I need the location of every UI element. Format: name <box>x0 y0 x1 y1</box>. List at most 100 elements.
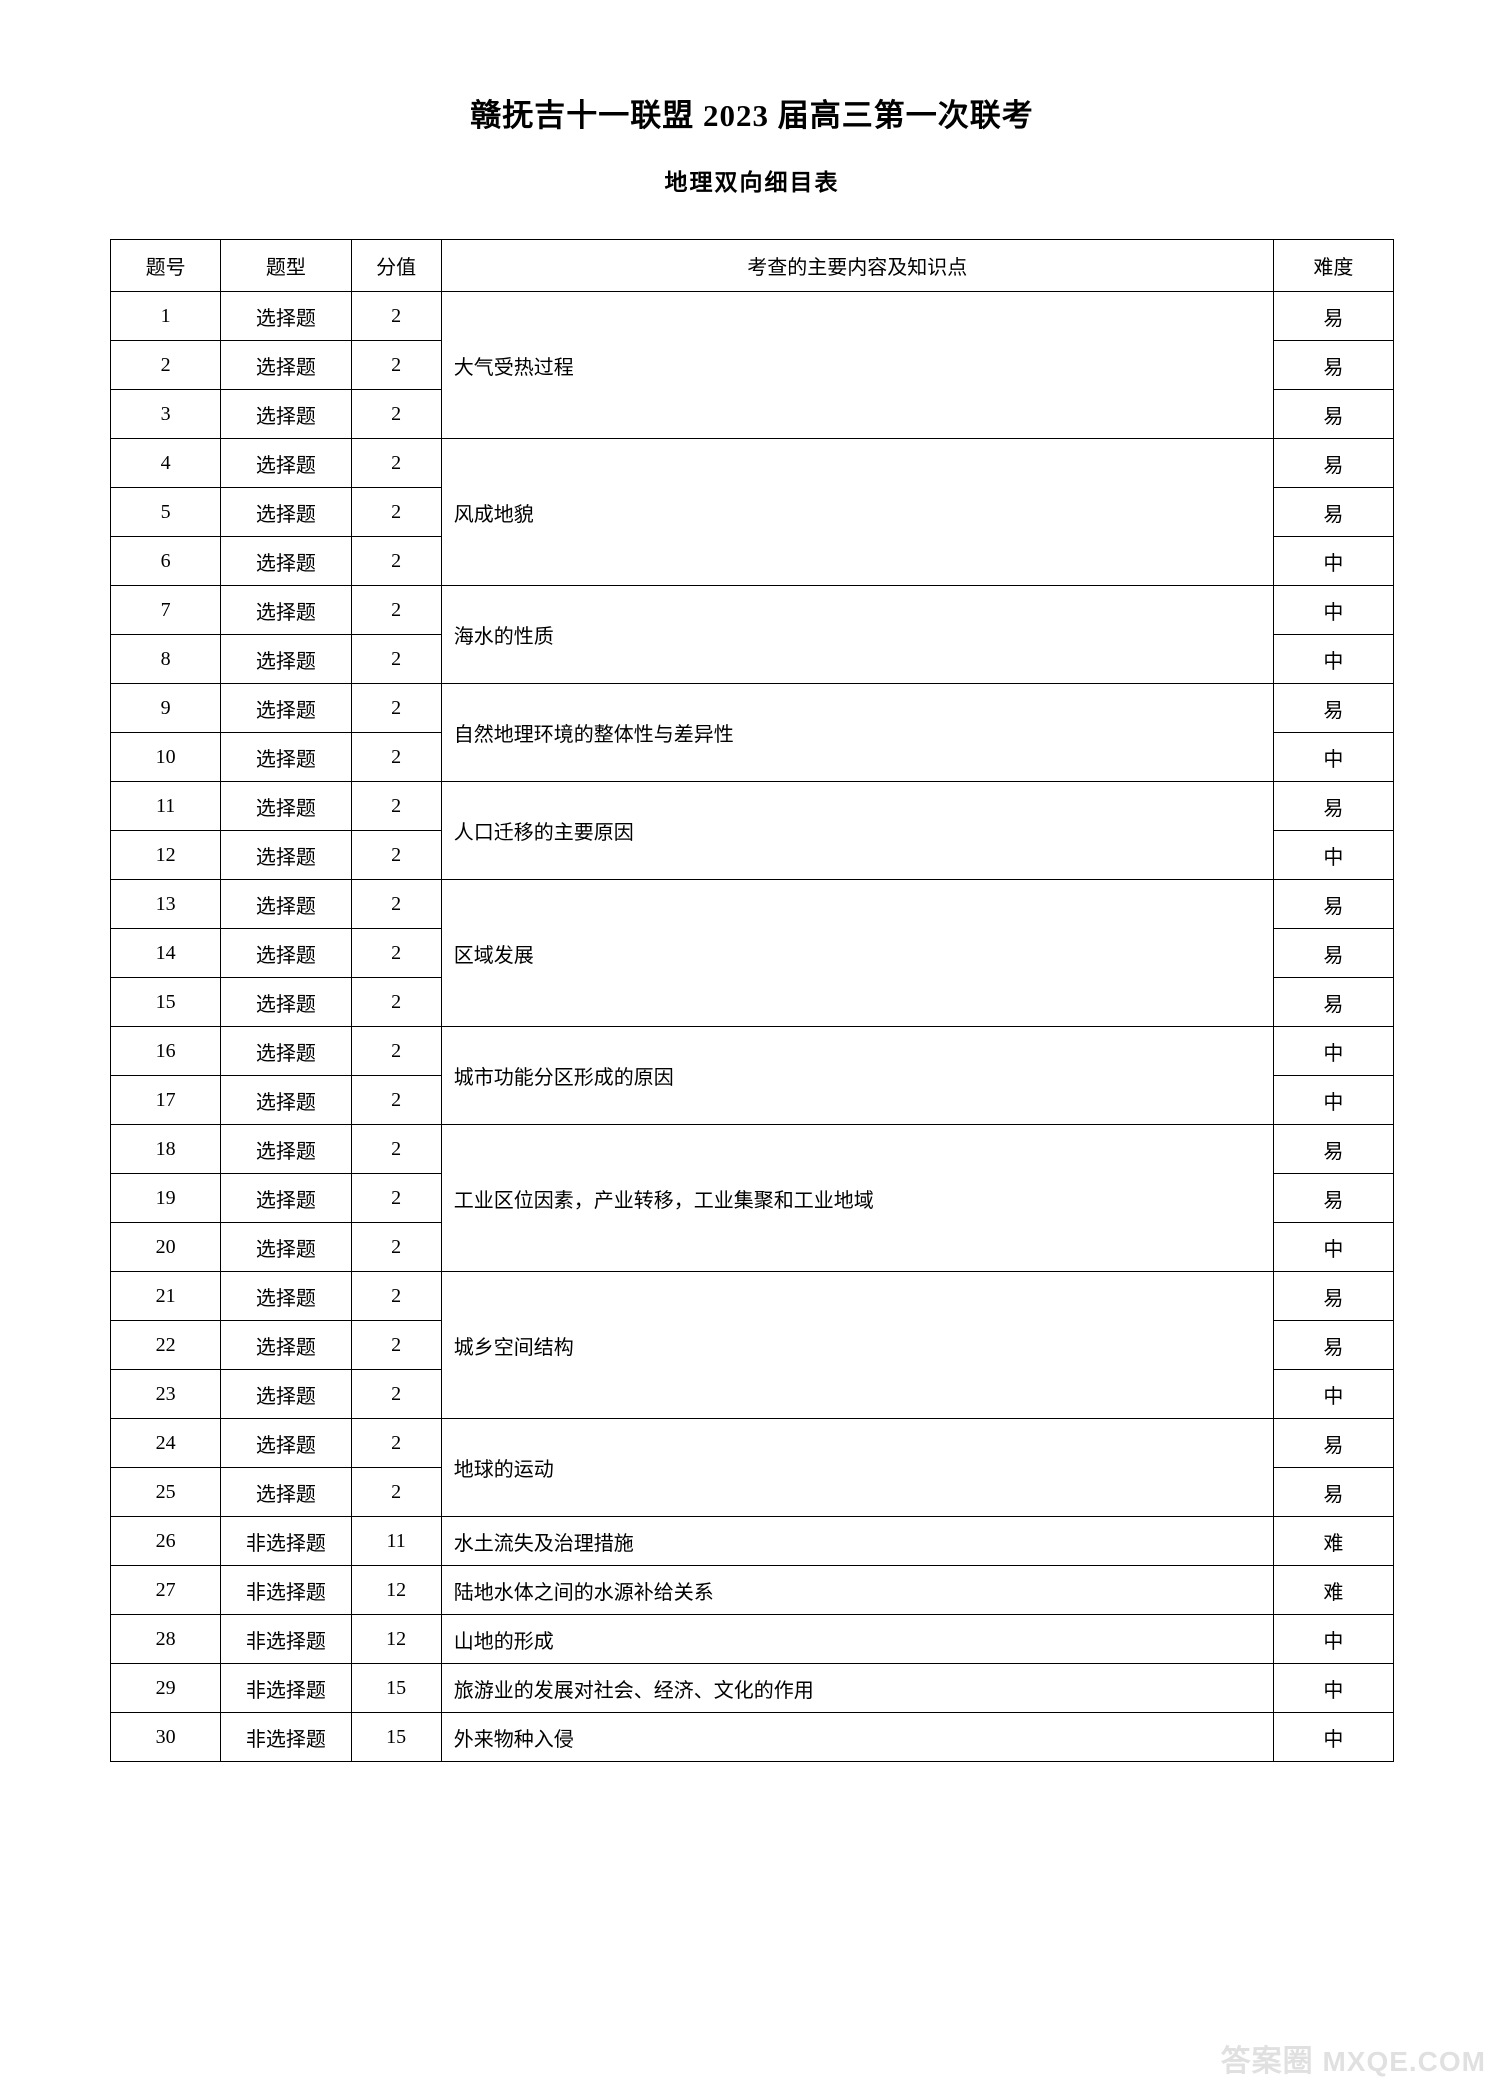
table-header-row: 题号 题型 分值 考查的主要内容及知识点 难度 <box>111 240 1394 292</box>
table-row: 30非选择题15外来物种入侵中 <box>111 1713 1394 1762</box>
cell-difficulty: 难 <box>1273 1566 1393 1615</box>
cell-difficulty: 易 <box>1273 1272 1393 1321</box>
cell-type: 选择题 <box>221 488 351 537</box>
cell-num: 14 <box>111 929 221 978</box>
cell-score: 2 <box>351 733 441 782</box>
table-row: 4选择题2风成地貌易 <box>111 439 1394 488</box>
cell-num: 30 <box>111 1713 221 1762</box>
cell-num: 22 <box>111 1321 221 1370</box>
cell-score: 2 <box>351 390 441 439</box>
cell-type: 非选择题 <box>221 1517 351 1566</box>
cell-num: 3 <box>111 390 221 439</box>
spec-table: 题号 题型 分值 考查的主要内容及知识点 难度 1选择题2大气受热过程易2选择题… <box>110 239 1394 1762</box>
table-row: 9选择题2自然地理环境的整体性与差异性易 <box>111 684 1394 733</box>
cell-topic: 自然地理环境的整体性与差异性 <box>441 684 1273 782</box>
cell-num: 5 <box>111 488 221 537</box>
cell-difficulty: 易 <box>1273 341 1393 390</box>
cell-difficulty: 易 <box>1273 929 1393 978</box>
cell-num: 29 <box>111 1664 221 1713</box>
table-row: 13选择题2区域发展易 <box>111 880 1394 929</box>
cell-difficulty: 中 <box>1273 1615 1393 1664</box>
cell-num: 8 <box>111 635 221 684</box>
cell-score: 12 <box>351 1615 441 1664</box>
watermark-cn: 答案圈 <box>1221 2045 1314 2078</box>
cell-type: 选择题 <box>221 880 351 929</box>
cell-type: 选择题 <box>221 390 351 439</box>
cell-score: 2 <box>351 635 441 684</box>
cell-score: 2 <box>351 1125 441 1174</box>
cell-num: 18 <box>111 1125 221 1174</box>
cell-type: 选择题 <box>221 831 351 880</box>
cell-difficulty: 易 <box>1273 1125 1393 1174</box>
cell-difficulty: 易 <box>1273 390 1393 439</box>
cell-num: 20 <box>111 1223 221 1272</box>
cell-type: 选择题 <box>221 1174 351 1223</box>
cell-score: 2 <box>351 880 441 929</box>
cell-num: 24 <box>111 1419 221 1468</box>
cell-type: 非选择题 <box>221 1615 351 1664</box>
header-num: 题号 <box>111 240 221 292</box>
cell-num: 28 <box>111 1615 221 1664</box>
cell-topic: 水土流失及治理措施 <box>441 1517 1273 1566</box>
table-row: 18选择题2工业区位因素，产业转移，工业集聚和工业地域易 <box>111 1125 1394 1174</box>
cell-difficulty: 易 <box>1273 1468 1393 1517</box>
cell-num: 2 <box>111 341 221 390</box>
cell-num: 10 <box>111 733 221 782</box>
cell-type: 选择题 <box>221 1419 351 1468</box>
table-row: 27非选择题12陆地水体之间的水源补给关系难 <box>111 1566 1394 1615</box>
cell-difficulty: 中 <box>1273 831 1393 880</box>
table-row: 26非选择题11水土流失及治理措施难 <box>111 1517 1394 1566</box>
cell-score: 2 <box>351 978 441 1027</box>
cell-difficulty: 中 <box>1273 1713 1393 1762</box>
cell-type: 选择题 <box>221 1223 351 1272</box>
header-type: 题型 <box>221 240 351 292</box>
cell-type: 选择题 <box>221 929 351 978</box>
cell-topic: 城市功能分区形成的原因 <box>441 1027 1273 1125</box>
cell-difficulty: 中 <box>1273 1223 1393 1272</box>
cell-type: 选择题 <box>221 439 351 488</box>
cell-type: 非选择题 <box>221 1566 351 1615</box>
table-row: 29非选择题15旅游业的发展对社会、经济、文化的作用中 <box>111 1664 1394 1713</box>
cell-difficulty: 易 <box>1273 684 1393 733</box>
cell-difficulty: 中 <box>1273 1027 1393 1076</box>
cell-topic: 人口迁移的主要原因 <box>441 782 1273 880</box>
cell-topic: 陆地水体之间的水源补给关系 <box>441 1566 1273 1615</box>
cell-num: 6 <box>111 537 221 586</box>
cell-difficulty: 易 <box>1273 488 1393 537</box>
cell-score: 2 <box>351 1272 441 1321</box>
header-difficulty: 难度 <box>1273 240 1393 292</box>
cell-difficulty: 易 <box>1273 880 1393 929</box>
cell-score: 2 <box>351 292 441 341</box>
cell-difficulty: 难 <box>1273 1517 1393 1566</box>
cell-topic: 城乡空间结构 <box>441 1272 1273 1419</box>
cell-difficulty: 中 <box>1273 1370 1393 1419</box>
cell-score: 2 <box>351 1370 441 1419</box>
cell-difficulty: 易 <box>1273 978 1393 1027</box>
cell-type: 选择题 <box>221 292 351 341</box>
cell-num: 12 <box>111 831 221 880</box>
cell-difficulty: 易 <box>1273 1321 1393 1370</box>
header-topic: 考查的主要内容及知识点 <box>441 240 1273 292</box>
page-subtitle: 地理双向细目表 <box>110 163 1394 197</box>
cell-difficulty: 中 <box>1273 586 1393 635</box>
cell-score: 2 <box>351 684 441 733</box>
cell-difficulty: 中 <box>1273 537 1393 586</box>
cell-num: 4 <box>111 439 221 488</box>
cell-num: 25 <box>111 1468 221 1517</box>
cell-score: 2 <box>351 1076 441 1125</box>
table-body: 1选择题2大气受热过程易2选择题2易3选择题2易4选择题2风成地貌易5选择题2易… <box>111 292 1394 1762</box>
cell-num: 23 <box>111 1370 221 1419</box>
cell-score: 2 <box>351 929 441 978</box>
cell-difficulty: 易 <box>1273 439 1393 488</box>
cell-type: 选择题 <box>221 1321 351 1370</box>
cell-num: 1 <box>111 292 221 341</box>
cell-difficulty: 中 <box>1273 635 1393 684</box>
cell-type: 非选择题 <box>221 1664 351 1713</box>
cell-num: 19 <box>111 1174 221 1223</box>
cell-num: 15 <box>111 978 221 1027</box>
cell-num: 27 <box>111 1566 221 1615</box>
table-row: 7选择题2海水的性质中 <box>111 586 1394 635</box>
cell-score: 2 <box>351 1468 441 1517</box>
cell-score: 2 <box>351 1027 441 1076</box>
cell-score: 2 <box>351 537 441 586</box>
